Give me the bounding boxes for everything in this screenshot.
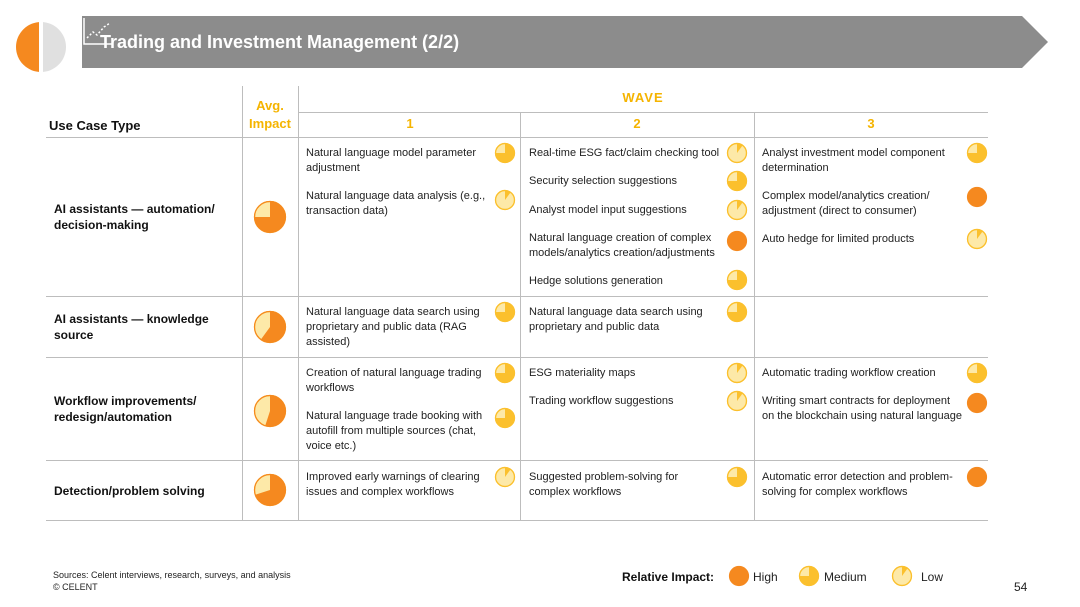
- row-label-workflow: Workflow improvements/ redesign/automati…: [54, 393, 234, 425]
- impact-pie-icon: [966, 186, 988, 208]
- impact-pie-icon: [726, 142, 748, 164]
- impact-pie-icon: [966, 466, 988, 488]
- impact-pie-icon: [726, 199, 748, 221]
- row-label-detection: Detection/problem solving: [54, 483, 234, 499]
- legend-high-label: High: [753, 570, 778, 584]
- use-case-item: Real-time ESG fact/claim checking tool: [529, 146, 729, 161]
- use-case-item: Analyst investment model component deter…: [762, 146, 962, 176]
- copyright-text: © CELENT: [53, 581, 291, 593]
- use-case-item: Automatic trading workflow creation: [762, 366, 962, 381]
- use-case-item: Analyst model input suggestions: [529, 203, 719, 218]
- impact-pie-icon: [494, 407, 516, 429]
- legend-low-label: Low: [921, 570, 943, 584]
- page-title: Trading and Investment Management (2/2): [100, 16, 459, 68]
- use-case-item: Suggested problem-solving for complex wo…: [529, 470, 719, 500]
- celent-logo: [10, 16, 72, 78]
- avg-impact-header: Avg. Impact: [242, 97, 298, 133]
- impact-pie-icon: [726, 301, 748, 323]
- use-case-item: Hedge solutions generation: [529, 274, 719, 289]
- impact-pie-icon: [966, 362, 988, 384]
- legend-title: Relative Impact:: [622, 570, 714, 584]
- avg-impact-pie: [253, 394, 287, 428]
- use-case-item: Automatic error detection and problem-so…: [762, 470, 964, 500]
- page-number: 54: [1014, 580, 1027, 594]
- impact-pie-icon: [494, 142, 516, 164]
- use-case-item: Natural language data search using propr…: [529, 305, 719, 335]
- wave-1-header: 1: [390, 116, 430, 131]
- impact-pie-icon: [726, 390, 748, 412]
- row-label-knowledge: AI assistants — knowledge source: [54, 311, 234, 343]
- use-case-item: Creation of natural language trading wor…: [306, 366, 492, 396]
- impact-pie-icon: [494, 301, 516, 323]
- use-case-item: Improved early warnings of clearing issu…: [306, 470, 492, 500]
- impact-pie-icon: [726, 230, 748, 252]
- avg-impact-pie: [253, 310, 287, 344]
- avg-impact-pie: [253, 200, 287, 234]
- impact-pie-icon: [494, 189, 516, 211]
- wave-3-header: 3: [851, 116, 891, 131]
- use-case-item: ESG materiality maps: [529, 366, 719, 381]
- use-case-item: Natural language data analysis (e.g., tr…: [306, 189, 490, 219]
- impact-pie-icon: [966, 142, 988, 164]
- impact-pie-icon: [726, 362, 748, 384]
- table-grid: [0, 0, 1080, 607]
- use-case-item: Trading workflow suggestions: [529, 394, 719, 409]
- legend-low-icon: [891, 565, 913, 587]
- impact-pie-icon: [494, 362, 516, 384]
- row-label-automation: AI assistants — automation/ decision-mak…: [54, 201, 234, 233]
- use-case-item: Natural language data search using propr…: [306, 305, 490, 350]
- impact-pie-icon: [494, 466, 516, 488]
- use-case-type-header: Use Case Type: [49, 118, 141, 133]
- use-case-item: Writing smart contracts for deployment o…: [762, 394, 964, 424]
- sources-text: Sources: Celent interviews, research, su…: [53, 569, 291, 581]
- title-banner: Trading and Investment Management (2/2): [82, 16, 1050, 68]
- impact-pie-icon: [726, 269, 748, 291]
- legend-high-icon: [728, 565, 750, 587]
- use-case-item: Natural language creation of complex mod…: [529, 231, 727, 261]
- use-case-item: Natural language trade booking with auto…: [306, 409, 492, 454]
- legend-medium-label: Medium: [824, 570, 867, 584]
- use-case-item: Natural language model parameter adjustm…: [306, 146, 490, 176]
- wave-2-header: 2: [617, 116, 657, 131]
- trend-chart-icon: [82, 16, 114, 46]
- legend-medium-icon: [798, 565, 820, 587]
- wave-header: WAVE: [600, 90, 686, 105]
- impact-pie-icon: [726, 466, 748, 488]
- avg-impact-pie: [253, 473, 287, 507]
- use-case-item: Complex model/analytics creation/ adjust…: [762, 189, 962, 219]
- sources-note: Sources: Celent interviews, research, su…: [53, 569, 291, 593]
- impact-pie-icon: [966, 228, 988, 250]
- use-case-item: Security selection suggestions: [529, 174, 719, 189]
- impact-pie-icon: [966, 392, 988, 414]
- impact-pie-icon: [726, 170, 748, 192]
- use-case-item: Auto hedge for limited products: [762, 232, 962, 247]
